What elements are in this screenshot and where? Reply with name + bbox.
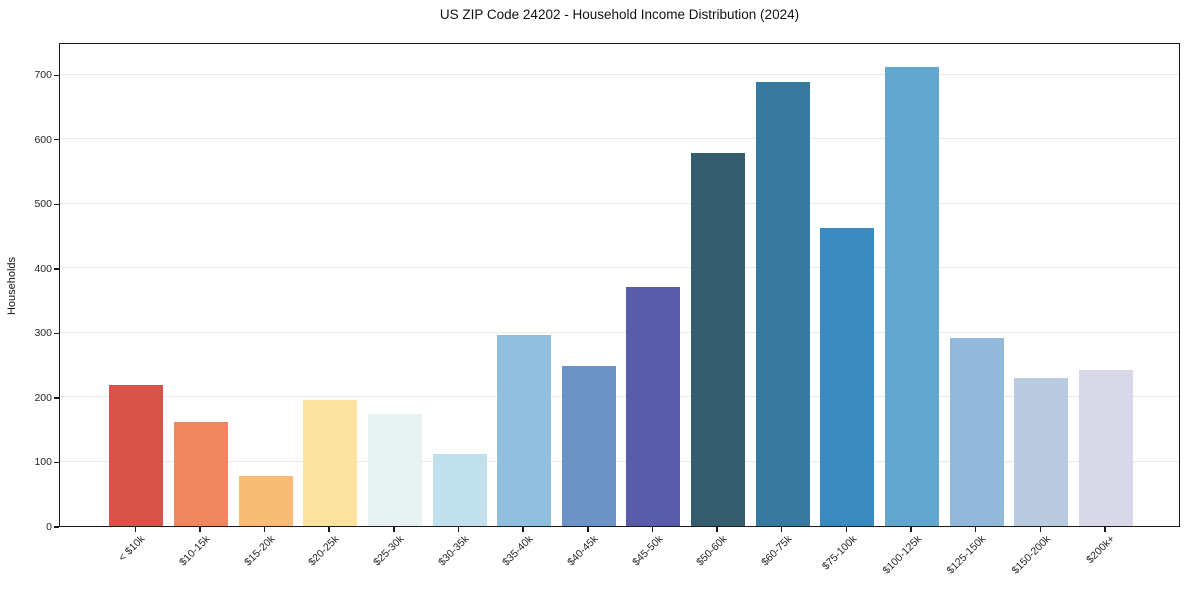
x-tick-mark xyxy=(651,527,654,532)
x-tick-mark xyxy=(522,527,524,532)
bar-$200k+ xyxy=(1079,369,1134,526)
gridline-400 xyxy=(60,267,1179,269)
x-tick-mark xyxy=(263,527,266,532)
gridline-300 xyxy=(60,331,1179,333)
gridline-500 xyxy=(60,202,1179,204)
bar-$75-100k xyxy=(820,227,875,526)
bar-$40-45k xyxy=(561,365,616,526)
x-tick-mark xyxy=(845,527,848,532)
y-tick-mark xyxy=(54,526,59,528)
chart-title: US ZIP Code 24202 - Household Income Dis… xyxy=(439,7,800,22)
y-tick-mark xyxy=(54,203,59,206)
bar-$50-60k xyxy=(691,153,746,526)
y-tick-mark xyxy=(54,74,59,76)
x-tick-label-$75-100k: $75-100k xyxy=(819,533,859,573)
x-tick-label-< $10k: < $10k xyxy=(116,533,148,564)
gridline-600 xyxy=(60,138,1179,140)
y-tick-label-600: 600 xyxy=(34,133,52,146)
y-tick-label-700: 700 xyxy=(34,69,52,82)
x-tick-mark xyxy=(910,527,912,532)
y-tick-label-0: 0 xyxy=(46,521,52,533)
bar-$30-35k xyxy=(432,454,487,526)
gridline-100 xyxy=(60,460,1179,462)
bar-$15-20k xyxy=(238,476,293,526)
y-tick-mark xyxy=(54,139,59,141)
x-tick-mark xyxy=(457,527,460,532)
y-axis-label: Households xyxy=(6,256,18,316)
bar-$10-15k xyxy=(173,422,228,526)
x-tick-mark xyxy=(975,527,977,532)
x-tick-label-$40-45k: $40-45k xyxy=(564,533,601,569)
x-tick-label-$50-60k: $50-60k xyxy=(694,533,730,569)
plot-area xyxy=(59,43,1180,527)
x-tick-mark xyxy=(134,527,136,532)
y-tick-label-400: 400 xyxy=(34,262,52,275)
x-tick-mark xyxy=(328,527,330,532)
x-tick-label-$15-20k: $15-20k xyxy=(241,533,278,569)
x-tick-label-$20-25k: $20-25k xyxy=(306,533,342,569)
y-tick-label-200: 200 xyxy=(34,391,52,404)
bar-$25-30k xyxy=(367,413,422,526)
y-tick-mark xyxy=(54,268,59,270)
x-tick-label-$100-125k: $100-125k xyxy=(880,533,924,577)
x-tick-label-$60-75k: $60-75k xyxy=(758,533,795,569)
x-tick-label-$25-30k: $25-30k xyxy=(371,533,407,569)
bar-< $10k xyxy=(109,384,164,526)
y-tick-mark xyxy=(54,397,59,399)
x-tick-mark xyxy=(199,527,201,532)
y-tick-mark xyxy=(54,332,59,335)
bar-$100-125k xyxy=(885,67,940,526)
bar-$20-25k xyxy=(303,399,358,526)
x-tick-mark xyxy=(587,527,589,532)
y-tick-label-300: 300 xyxy=(34,327,52,340)
bar-$35-40k xyxy=(497,334,552,526)
x-tick-label-$45-50k: $45-50k xyxy=(629,533,665,569)
y-tick-label-500: 500 xyxy=(34,198,52,211)
x-tick-label-$125-150k: $125-150k xyxy=(944,533,989,577)
x-tick-label-$30-35k: $30-35k xyxy=(435,533,471,569)
x-tick-mark xyxy=(1104,527,1106,532)
x-tick-label-$150-200k: $150-200k xyxy=(1009,533,1053,577)
gridline-700 xyxy=(60,73,1179,75)
bar-$125-150k xyxy=(949,338,1004,526)
x-tick-label-$10-15k: $10-15k xyxy=(177,533,213,569)
x-tick-label-$200k+: $200k+ xyxy=(1084,533,1118,567)
bar-$150-200k xyxy=(1014,378,1069,526)
bar-$60-75k xyxy=(755,82,810,526)
y-tick-mark xyxy=(54,461,59,464)
x-tick-mark xyxy=(393,527,395,532)
gridline-200 xyxy=(60,396,1179,398)
bar-$45-50k xyxy=(626,286,681,526)
x-tick-mark xyxy=(716,527,718,532)
y-tick-label-100: 100 xyxy=(34,456,52,469)
x-tick-mark xyxy=(781,527,783,532)
x-tick-mark xyxy=(1039,527,1042,532)
x-tick-label-$35-40k: $35-40k xyxy=(500,533,536,569)
